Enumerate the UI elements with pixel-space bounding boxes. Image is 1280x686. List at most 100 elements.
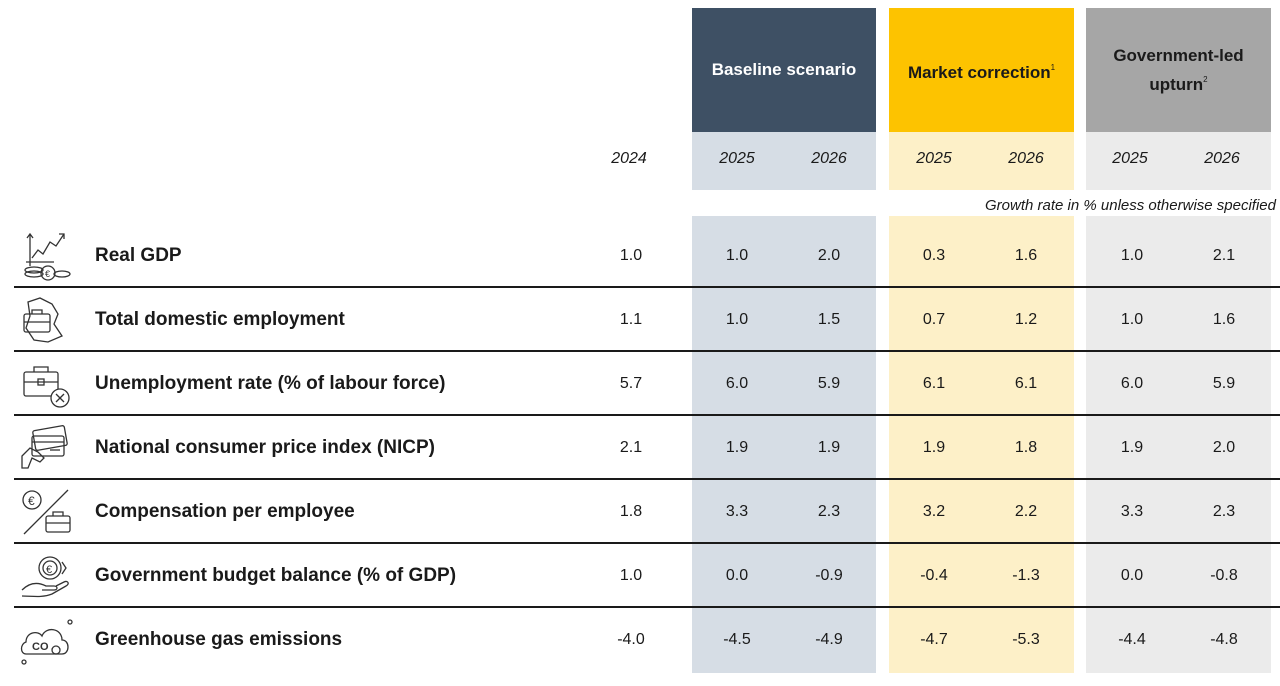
market-2025-value: 6.1	[922, 375, 946, 392]
market-year-2025: 2025	[916, 150, 952, 167]
government-2025-value: 1.0	[1120, 247, 1144, 264]
baseline-2025-value: 6.0	[725, 375, 749, 392]
footnote-marker: 2	[1203, 74, 1208, 84]
market-2025-value: 0.7	[922, 311, 946, 328]
growth-chart-coins-icon: €	[18, 230, 74, 282]
row-label: Greenhouse gas emissions	[95, 629, 343, 650]
hand-euro-icon: €	[18, 550, 74, 602]
row-label: Total domestic employment	[95, 309, 345, 330]
government-year-2025: 2025	[1112, 150, 1148, 167]
table-row-total-domestic-employment: Total domestic employment 1.1 1.0 1.5 0.…	[14, 288, 1280, 352]
government-2026-value: -0.8	[1210, 567, 1238, 584]
column-gap	[889, 190, 1074, 216]
svg-text:CO: CO	[32, 641, 49, 653]
row-label: Compensation per employee	[95, 501, 355, 522]
value-2024: -4.0	[617, 631, 645, 648]
year-header-2024: 2024	[611, 150, 647, 167]
row-divider	[14, 286, 1280, 288]
baseline-2025-value: 1.9	[725, 439, 749, 456]
government-2025-value: 3.3	[1120, 503, 1144, 520]
table-row-greenhouse-gas-emissions: CO Greenhouse gas emissions -4.0 -4.5 -4…	[14, 608, 1280, 672]
footnote-marker: 1	[1050, 62, 1056, 72]
briefcase-map-icon	[18, 294, 74, 346]
row-divider	[14, 350, 1280, 352]
government-2026-value: 2.3	[1212, 503, 1236, 520]
government-2026-value: -4.8	[1210, 631, 1238, 648]
baseline-2026-value: -0.9	[815, 567, 843, 584]
value-2024: 5.7	[619, 375, 643, 392]
euro-briefcase-icon: €	[18, 486, 74, 538]
market-2025-value: 3.2	[922, 503, 946, 520]
table-row-government-budget-balance: € Government budget balance (% of GDP) 1…	[14, 544, 1280, 608]
government-year-2026: 2026	[1204, 150, 1240, 167]
row-label: Unemployment rate (% of labour force)	[95, 373, 446, 394]
row-label: National consumer price index (NICP)	[95, 437, 435, 458]
baseline-2025-value: 3.3	[725, 503, 749, 520]
government-2025-value: 1.9	[1120, 439, 1144, 456]
unit-note: Growth rate in % unless otherwise specif…	[985, 197, 1276, 214]
table-row-compensation-per-employee: € Compensation per employee 1.8 3.3 2.3 …	[14, 480, 1280, 544]
table-row-nicp: National consumer price index (NICP) 2.1…	[14, 416, 1280, 480]
market-2026-value: 1.6	[1014, 247, 1038, 264]
baseline-2026-value: -4.9	[815, 631, 843, 648]
baseline-2026-value: 1.9	[817, 439, 841, 456]
baseline-2026-value: 2.3	[817, 503, 841, 520]
government-2026-value: 2.0	[1212, 439, 1236, 456]
baseline-2026-value: 2.0	[817, 247, 841, 264]
baseline-column-background	[692, 132, 876, 673]
briefcase-cross-icon	[18, 358, 74, 410]
government-upturn-column-background	[1086, 132, 1271, 673]
column-gap	[692, 190, 876, 216]
value-2024: 1.0	[619, 247, 643, 264]
row-divider	[14, 478, 1280, 480]
market-2026-value: 2.2	[1014, 503, 1038, 520]
government-2026-value: 1.6	[1212, 311, 1236, 328]
baseline-year-2026: 2026	[811, 150, 847, 167]
government-2025-value: 1.0	[1120, 311, 1144, 328]
baseline-2026-value: 1.5	[817, 311, 841, 328]
value-2024: 1.0	[619, 567, 643, 584]
row-label: Government budget balance (% of GDP)	[95, 565, 457, 586]
table-row-real-gdp: € Real GDP 1.0 1.0 2.0 0.3 1.6 1.0 2.1	[14, 224, 1280, 288]
svg-text:€: €	[46, 564, 52, 576]
government-2026-value: 5.9	[1212, 375, 1236, 392]
row-divider	[14, 542, 1280, 544]
co2-cloud-icon: CO	[18, 614, 74, 666]
market-correction-label: Market correction	[907, 62, 1051, 82]
market-2025-value: 1.9	[922, 439, 946, 456]
row-divider	[14, 414, 1280, 416]
market-2026-value: 1.8	[1014, 439, 1038, 456]
row-divider	[14, 606, 1280, 608]
government-2025-value: -4.4	[1118, 631, 1146, 648]
government-2025-value: 6.0	[1120, 375, 1144, 392]
baseline-2025-value: 0.0	[725, 567, 749, 584]
market-2026-value: 6.1	[1014, 375, 1038, 392]
government-led-upturn-label-line2: upturn	[1149, 74, 1204, 94]
table-row-unemployment-rate: Unemployment rate (% of labour force) 5.…	[14, 352, 1280, 416]
svg-text:€: €	[45, 269, 50, 279]
market-correction-column-background	[889, 132, 1074, 673]
baseline-2025-value: 1.0	[725, 247, 749, 264]
government-led-upturn-label-line1: Government-led	[1113, 45, 1244, 65]
baseline-year-2025: 2025	[719, 150, 755, 167]
value-2024: 1.1	[619, 311, 643, 328]
government-2025-value: 0.0	[1120, 567, 1144, 584]
row-label: Real GDP	[95, 245, 182, 266]
government-led-upturn-header: Government-led upturn2	[1086, 8, 1271, 132]
baseline-scenario-header: Baseline scenario	[692, 8, 876, 132]
market-year-2026: 2026	[1008, 150, 1044, 167]
baseline-2025-value: 1.0	[725, 311, 749, 328]
baseline-2025-value: -4.5	[723, 631, 751, 648]
market-2025-value: -0.4	[920, 567, 948, 584]
column-gap	[1086, 190, 1271, 216]
market-2025-value: 0.3	[922, 247, 946, 264]
market-2026-value: 1.2	[1014, 311, 1038, 328]
market-correction-header: Market correction1	[889, 8, 1074, 132]
value-2024: 2.1	[619, 439, 643, 456]
card-payment-icon	[18, 422, 74, 474]
market-2025-value: -4.7	[920, 631, 948, 648]
government-2026-value: 2.1	[1212, 247, 1236, 264]
value-2024: 1.8	[619, 503, 643, 520]
market-2026-value: -1.3	[1012, 567, 1040, 584]
baseline-scenario-label: Baseline scenario	[711, 60, 857, 79]
